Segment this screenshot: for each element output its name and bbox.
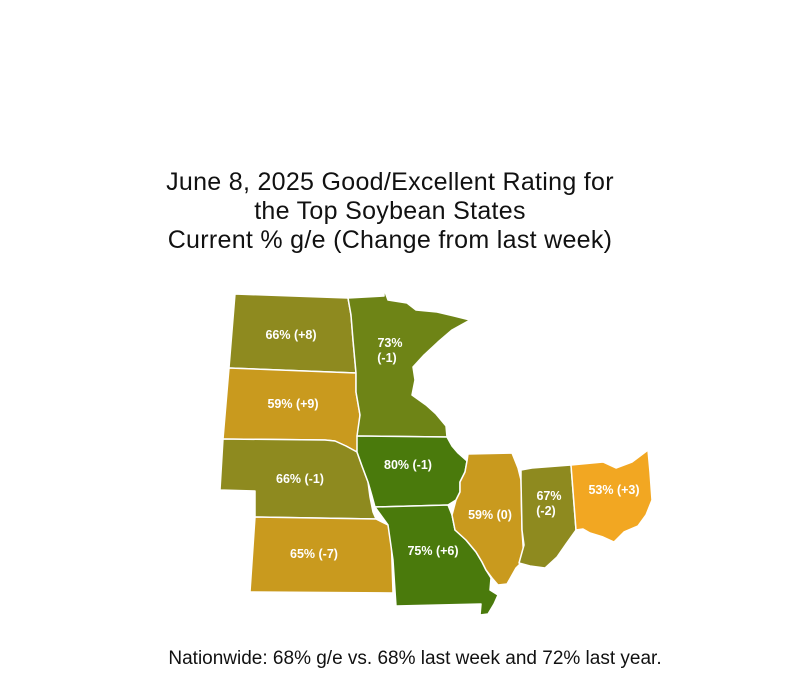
label-south-dakota: 59% (+9) [267, 397, 318, 411]
title-line-3: Current % g/e (Change from last week) [167, 226, 613, 254]
label-north-dakota: 66% (+8) [265, 328, 316, 342]
label-minnesota-change: (-1) [377, 351, 396, 365]
label-indiana-value: 67% [536, 489, 561, 503]
label-nebraska: 66% (-1) [276, 472, 324, 486]
state-nebraska [219, 438, 377, 520]
title-line-1: June 8, 2025 Good/Excellent Rating for [166, 168, 614, 196]
label-illinois: 59% (0) [468, 508, 512, 522]
map-title: June 8, 2025 Good/Excellent Rating for t… [0, 168, 780, 255]
label-missouri: 75% (+6) [407, 544, 458, 558]
state-ohio [570, 449, 653, 543]
label-kansas: 65% (-7) [290, 547, 338, 561]
title-line-2: the Top Soybean States [254, 197, 526, 225]
state-minnesota [347, 288, 471, 438]
label-iowa: 80% (-1) [384, 458, 432, 472]
label-indiana-change: (-2) [536, 504, 555, 518]
nationwide-summary: Nationwide: 68% g/e vs. 68% last week an… [168, 648, 662, 669]
label-ohio: 53% (+3) [588, 483, 639, 497]
label-minnesota-value: 73% [377, 336, 402, 350]
